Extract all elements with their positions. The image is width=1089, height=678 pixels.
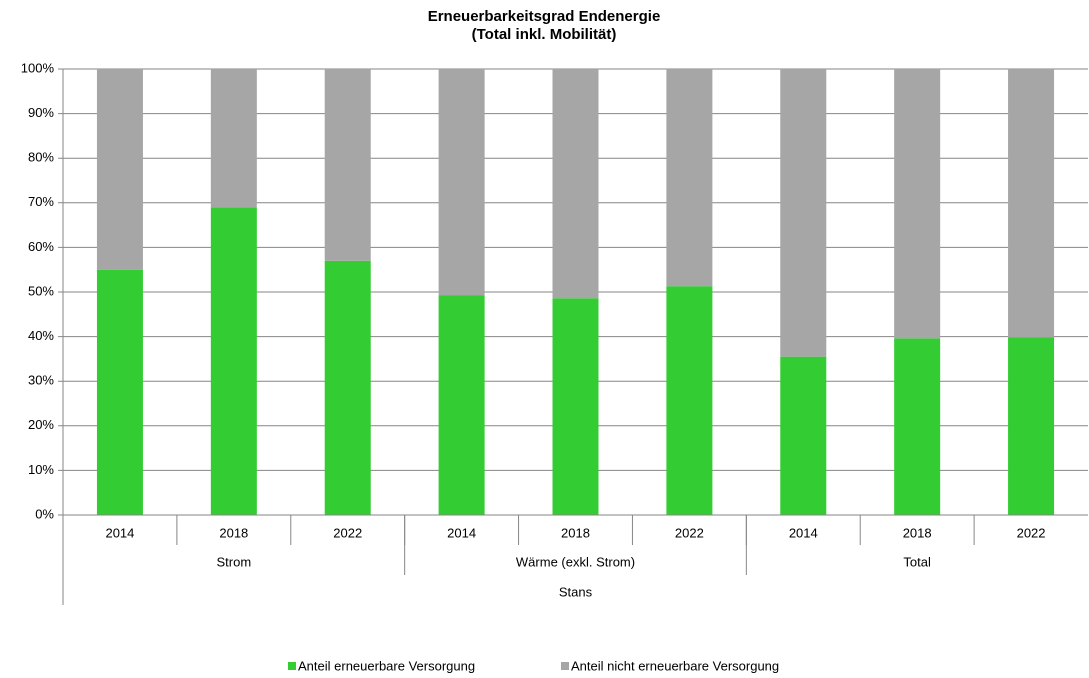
bar-segment <box>666 286 713 515</box>
supergroup-label: Stans <box>559 584 593 599</box>
bar-segment <box>1008 337 1055 515</box>
bar-segment <box>666 69 713 287</box>
bar-segment <box>210 69 257 208</box>
y-tick-label: 100% <box>21 60 55 75</box>
group-label: Strom <box>216 554 251 569</box>
bar-segment <box>894 69 941 339</box>
x-tick-label: 2022 <box>1017 525 1046 540</box>
chart-subtitle: (Total inkl. Mobilität) <box>472 26 617 43</box>
y-tick-label: 90% <box>28 105 54 120</box>
y-tick-label: 40% <box>28 328 54 343</box>
bar-segment <box>780 69 827 357</box>
bar-segment <box>324 69 371 261</box>
chart-title: Erneuerbarkeitsgrad Endenergie <box>428 8 661 25</box>
bar-segment <box>1008 69 1055 338</box>
bar-segment <box>210 207 257 515</box>
bar-segment <box>96 69 143 270</box>
x-tick-label: 2022 <box>675 525 704 540</box>
legend-label: Anteil erneuerbare Versorgung <box>298 658 475 673</box>
y-tick-label: 0% <box>35 506 54 521</box>
bar-segment <box>552 298 599 515</box>
x-tick-label: 2018 <box>561 525 590 540</box>
legend-swatch <box>288 662 296 670</box>
bar-segment <box>438 295 485 515</box>
bar-segment <box>324 260 371 515</box>
y-tick-label: 60% <box>28 239 54 254</box>
y-tick-label: 30% <box>28 373 54 388</box>
y-tick-label: 50% <box>28 283 54 298</box>
x-tick-label: 2018 <box>219 525 248 540</box>
x-tick-label: 2018 <box>903 525 932 540</box>
legend-swatch <box>561 662 569 670</box>
group-label: Total <box>903 554 931 569</box>
bar-segment <box>552 69 599 299</box>
bar-segment <box>96 269 143 515</box>
bar-segment <box>438 69 485 296</box>
x-tick-label: 2014 <box>447 525 476 540</box>
x-tick-label: 2014 <box>789 525 818 540</box>
y-tick-label: 80% <box>28 150 54 165</box>
legend-label: Anteil nicht erneuerbare Versorgung <box>571 658 779 673</box>
y-tick-label: 10% <box>28 462 54 477</box>
y-tick-label: 70% <box>28 194 54 209</box>
bar-segment <box>894 338 941 515</box>
x-tick-label: 2014 <box>105 525 134 540</box>
y-tick-label: 20% <box>28 417 54 432</box>
group-label: Wärme (exkl. Strom) <box>516 554 635 569</box>
x-tick-label: 2022 <box>333 525 362 540</box>
bar-segment <box>780 356 827 515</box>
